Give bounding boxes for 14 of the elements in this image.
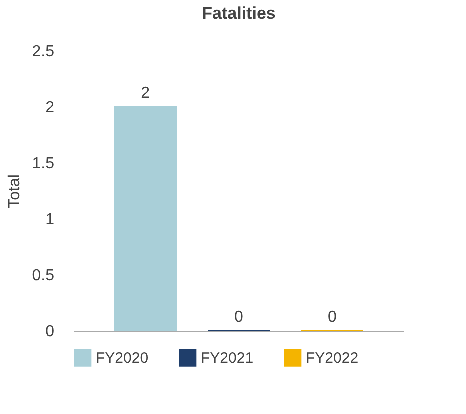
legend-label: FY2020 [96,350,149,368]
data-label: 0 [234,309,244,326]
legend-label: FY2021 [201,350,254,368]
chart-title: Fatalities [202,4,276,23]
y-tick-label: 1 [46,212,55,228]
y-axis-title: Total [6,174,24,208]
y-tick-label: 1.5 [32,156,55,172]
y-tick-label: 0 [46,324,55,340]
legend-label: FY2022 [306,350,359,368]
y-tick-label: 2.5 [32,44,55,60]
data-label: 2 [141,85,150,102]
y-tick-label: 2 [46,100,55,116]
data-label: 0 [328,309,337,326]
y-tick-label: 0.5 [32,268,55,284]
